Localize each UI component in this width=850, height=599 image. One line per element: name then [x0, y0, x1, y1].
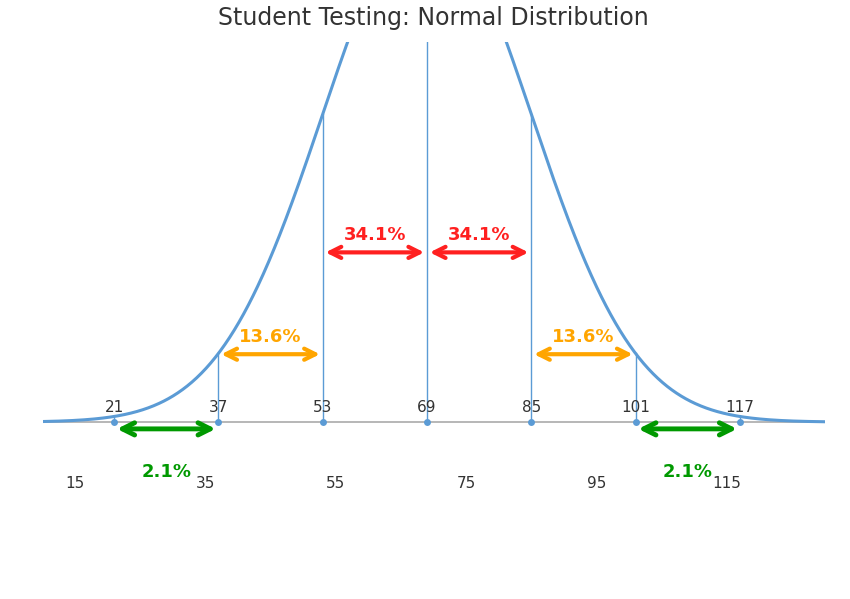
Text: 117: 117	[725, 400, 754, 415]
Text: 75: 75	[456, 476, 476, 491]
Text: 13.6%: 13.6%	[240, 328, 302, 346]
Text: 55: 55	[326, 476, 345, 491]
Text: 34.1%: 34.1%	[448, 226, 510, 244]
Text: 13.6%: 13.6%	[552, 328, 615, 346]
Text: 2.1%: 2.1%	[141, 463, 191, 481]
Text: 85: 85	[522, 400, 541, 415]
Text: 2.1%: 2.1%	[663, 463, 712, 481]
Text: 95: 95	[586, 476, 606, 491]
Text: 37: 37	[209, 400, 228, 415]
Text: 34.1%: 34.1%	[343, 226, 406, 244]
Text: 21: 21	[105, 400, 124, 415]
Text: 35: 35	[196, 476, 215, 491]
Text: 115: 115	[712, 476, 741, 491]
Title: Student Testing: Normal Distribution: Student Testing: Normal Distribution	[218, 6, 649, 31]
Text: 69: 69	[417, 400, 437, 415]
Text: 15: 15	[65, 476, 85, 491]
Text: 53: 53	[313, 400, 332, 415]
Text: 101: 101	[621, 400, 650, 415]
